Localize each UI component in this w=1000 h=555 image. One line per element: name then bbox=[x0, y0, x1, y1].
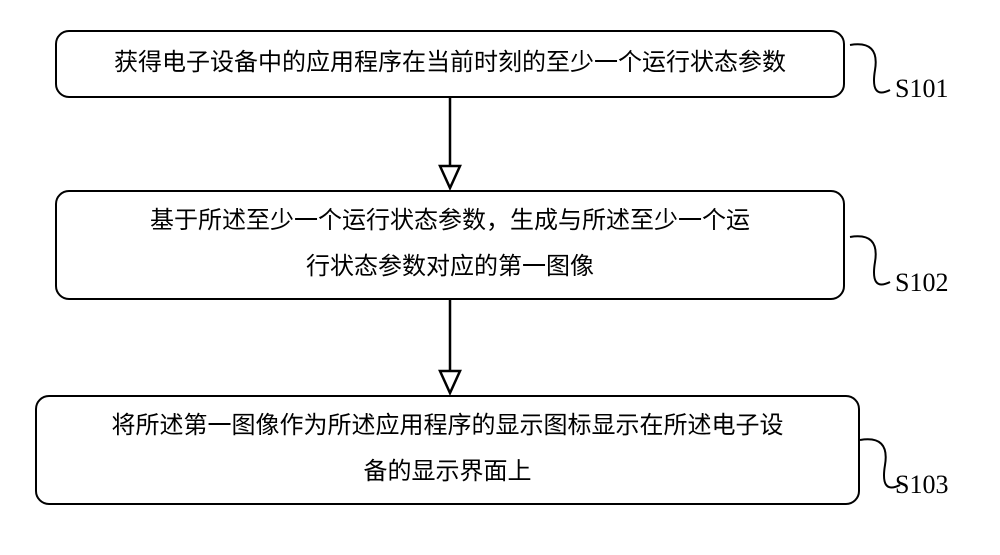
step-label-s101: S101 bbox=[895, 74, 948, 104]
flow-node-s101: 获得电子设备中的应用程序在当前时刻的至少一个运行状态参数 bbox=[55, 30, 845, 98]
flow-node-s102-text: 基于所述至少一个运行状态参数，生成与所述至少一个运 行状态参数对应的第一图像 bbox=[150, 199, 750, 290]
step-label-s102: S102 bbox=[895, 268, 948, 298]
brace-s102 bbox=[845, 232, 895, 292]
arrow-s102-s103 bbox=[438, 300, 462, 395]
flow-node-s103: 将所述第一图像作为所述应用程序的显示图标显示在所述电子设 备的显示界面上 bbox=[35, 395, 860, 505]
flowchart-container: 获得电子设备中的应用程序在当前时刻的至少一个运行状态参数 S101 基于所述至少… bbox=[0, 0, 1000, 555]
step-label-s103: S103 bbox=[895, 470, 948, 500]
flow-node-s103-text: 将所述第一图像作为所述应用程序的显示图标显示在所述电子设 备的显示界面上 bbox=[112, 404, 784, 495]
arrow-s101-s102 bbox=[438, 98, 462, 190]
flow-node-s102: 基于所述至少一个运行状态参数，生成与所述至少一个运 行状态参数对应的第一图像 bbox=[55, 190, 845, 300]
brace-s101 bbox=[845, 40, 895, 100]
flow-node-s101-text: 获得电子设备中的应用程序在当前时刻的至少一个运行状态参数 bbox=[114, 41, 786, 87]
